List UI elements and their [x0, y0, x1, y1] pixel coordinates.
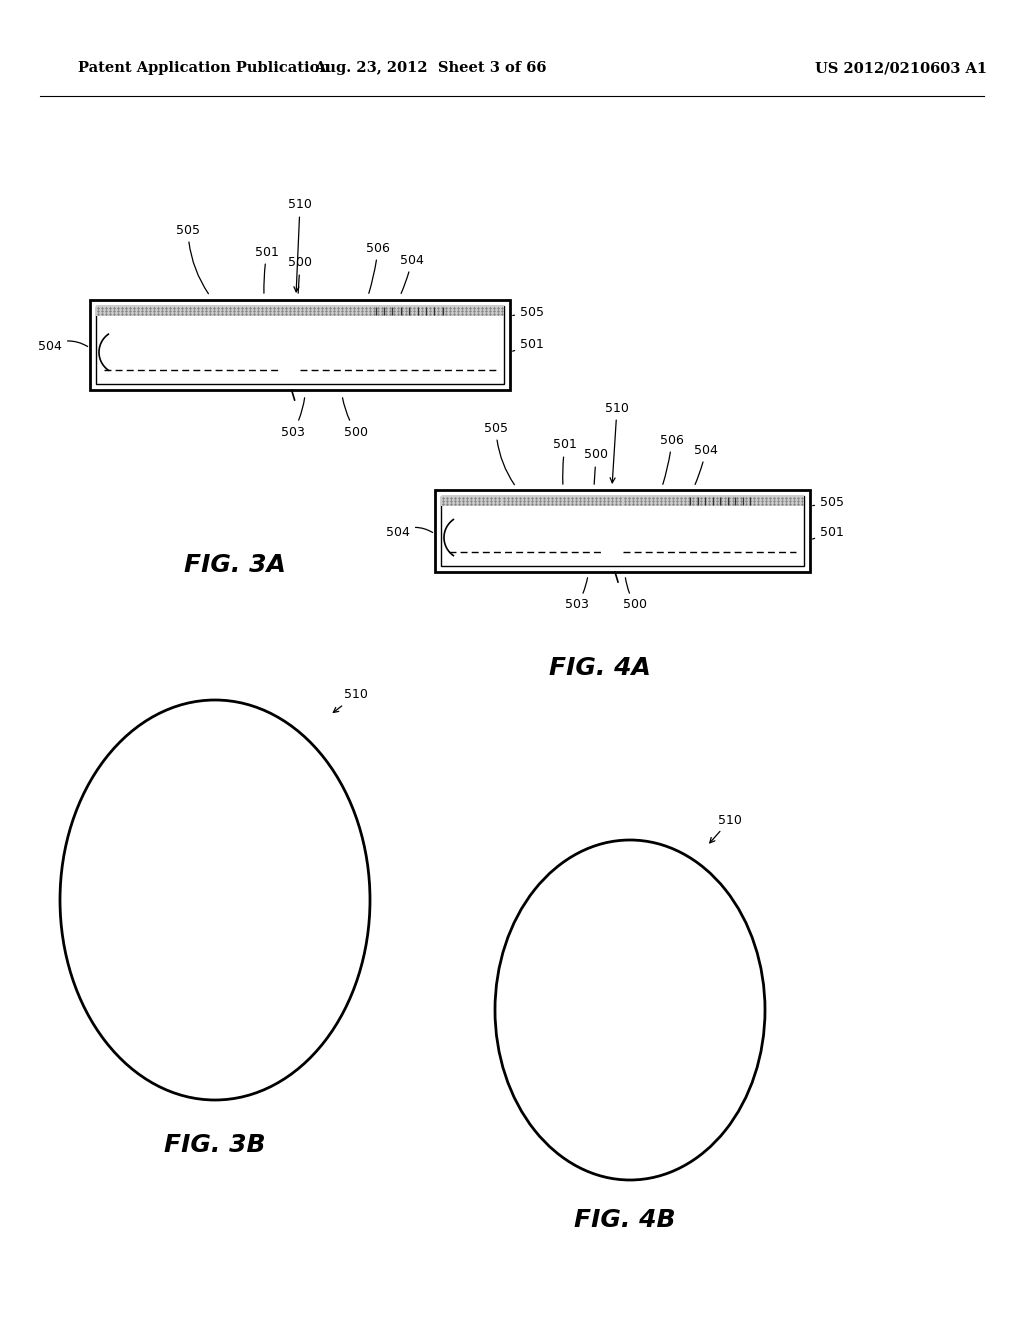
Text: 510: 510	[333, 689, 368, 713]
Text: FIG. 3B: FIG. 3B	[164, 1133, 266, 1158]
Bar	[96, 306, 504, 315]
Bar	[441, 496, 804, 566]
Text: 504: 504	[386, 525, 433, 539]
Text: US 2012/0210603 A1: US 2012/0210603 A1	[815, 61, 987, 75]
Text: 501: 501	[513, 338, 544, 351]
Text: 510: 510	[710, 813, 742, 843]
Text: FIG. 4B: FIG. 4B	[574, 1208, 676, 1232]
Text: 505: 505	[484, 421, 514, 484]
Text: 500: 500	[623, 578, 647, 611]
FancyBboxPatch shape	[435, 490, 810, 572]
Text: 503: 503	[281, 397, 305, 438]
Text: 500: 500	[342, 397, 368, 438]
Text: 510: 510	[605, 401, 629, 483]
Text: FIG. 4A: FIG. 4A	[549, 656, 651, 680]
Text: FIG. 3A: FIG. 3A	[184, 553, 286, 577]
FancyBboxPatch shape	[90, 300, 510, 389]
Text: 506: 506	[366, 242, 390, 293]
Text: 500: 500	[584, 449, 608, 484]
Text: 504: 504	[694, 444, 718, 484]
Text: 501: 501	[813, 525, 844, 539]
Text: 505: 505	[176, 223, 209, 294]
Text: 504: 504	[38, 339, 88, 352]
Text: Patent Application Publication: Patent Application Publication	[78, 61, 330, 75]
Ellipse shape	[495, 840, 765, 1180]
Bar	[96, 306, 504, 384]
Text: 504: 504	[400, 253, 424, 293]
Text: 500: 500	[288, 256, 312, 293]
Text: 503: 503	[565, 578, 589, 611]
Text: 510: 510	[288, 198, 312, 292]
Text: Aug. 23, 2012  Sheet 3 of 66: Aug. 23, 2012 Sheet 3 of 66	[313, 61, 546, 75]
Ellipse shape	[60, 700, 370, 1100]
Text: 505: 505	[813, 496, 844, 510]
Text: 501: 501	[553, 438, 577, 484]
Text: 506: 506	[660, 433, 684, 484]
Bar	[441, 496, 804, 506]
Text: 505: 505	[513, 305, 544, 318]
Text: 501: 501	[255, 246, 279, 293]
